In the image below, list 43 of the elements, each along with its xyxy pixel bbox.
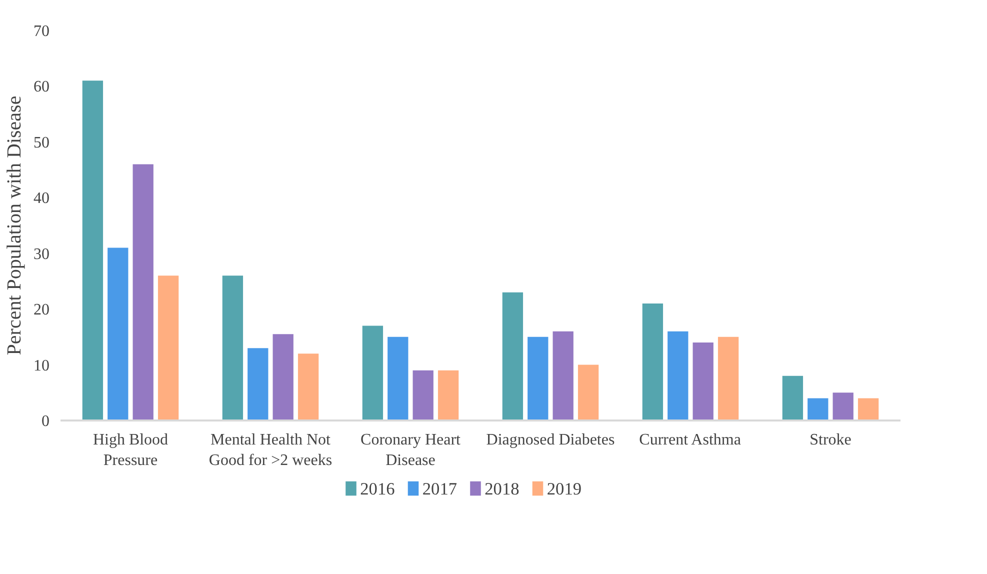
y-tick-label: 30 [34, 246, 50, 263]
bar [502, 292, 524, 420]
y-tick-label: 0 [42, 413, 50, 430]
bar [782, 376, 804, 420]
bar [222, 276, 244, 420]
bar [692, 342, 714, 420]
bar [248, 348, 268, 420]
bar [362, 326, 384, 420]
x-tick-label: Coronary Heart Disease [360, 432, 462, 469]
x-tick-label: Diagnosed Diabetes [486, 432, 615, 448]
bar [108, 248, 128, 420]
bar [642, 304, 664, 420]
legend-label: 2019 [546, 480, 582, 498]
bar [552, 331, 574, 420]
x-tick-label: Mental Health Not Good for >2 weeks [208, 432, 332, 469]
y-tick-label: 60 [34, 78, 50, 96]
bar [272, 334, 294, 420]
bar [132, 164, 154, 420]
bar [528, 336, 548, 420]
bar [832, 392, 854, 420]
x-tick-label: Current Asthma [639, 432, 741, 448]
bar [578, 364, 599, 420]
x-tick-label: High Blood Pressure [92, 432, 168, 469]
bar [82, 80, 104, 420]
bar [668, 331, 688, 420]
y-tick-label: 40 [34, 190, 50, 208]
bar [388, 336, 408, 420]
y-tick-label: 10 [34, 357, 50, 374]
bar [858, 398, 879, 420]
y-tick-label: 20 [34, 302, 50, 319]
y-tick-label: 50 [34, 134, 50, 152]
legend-label: 2016 [360, 480, 396, 498]
legend-label: 2017 [422, 480, 458, 498]
bar [158, 276, 179, 420]
x-tick-label: Stroke [810, 432, 852, 448]
bar [438, 370, 459, 420]
legend-label: 2018 [484, 480, 520, 498]
bar [412, 370, 434, 420]
bar [718, 336, 739, 420]
bar [808, 398, 828, 420]
y-tick-label: 70 [34, 23, 50, 40]
y-axis-title: Percent Population with Disease [4, 96, 26, 356]
bar [298, 354, 319, 420]
